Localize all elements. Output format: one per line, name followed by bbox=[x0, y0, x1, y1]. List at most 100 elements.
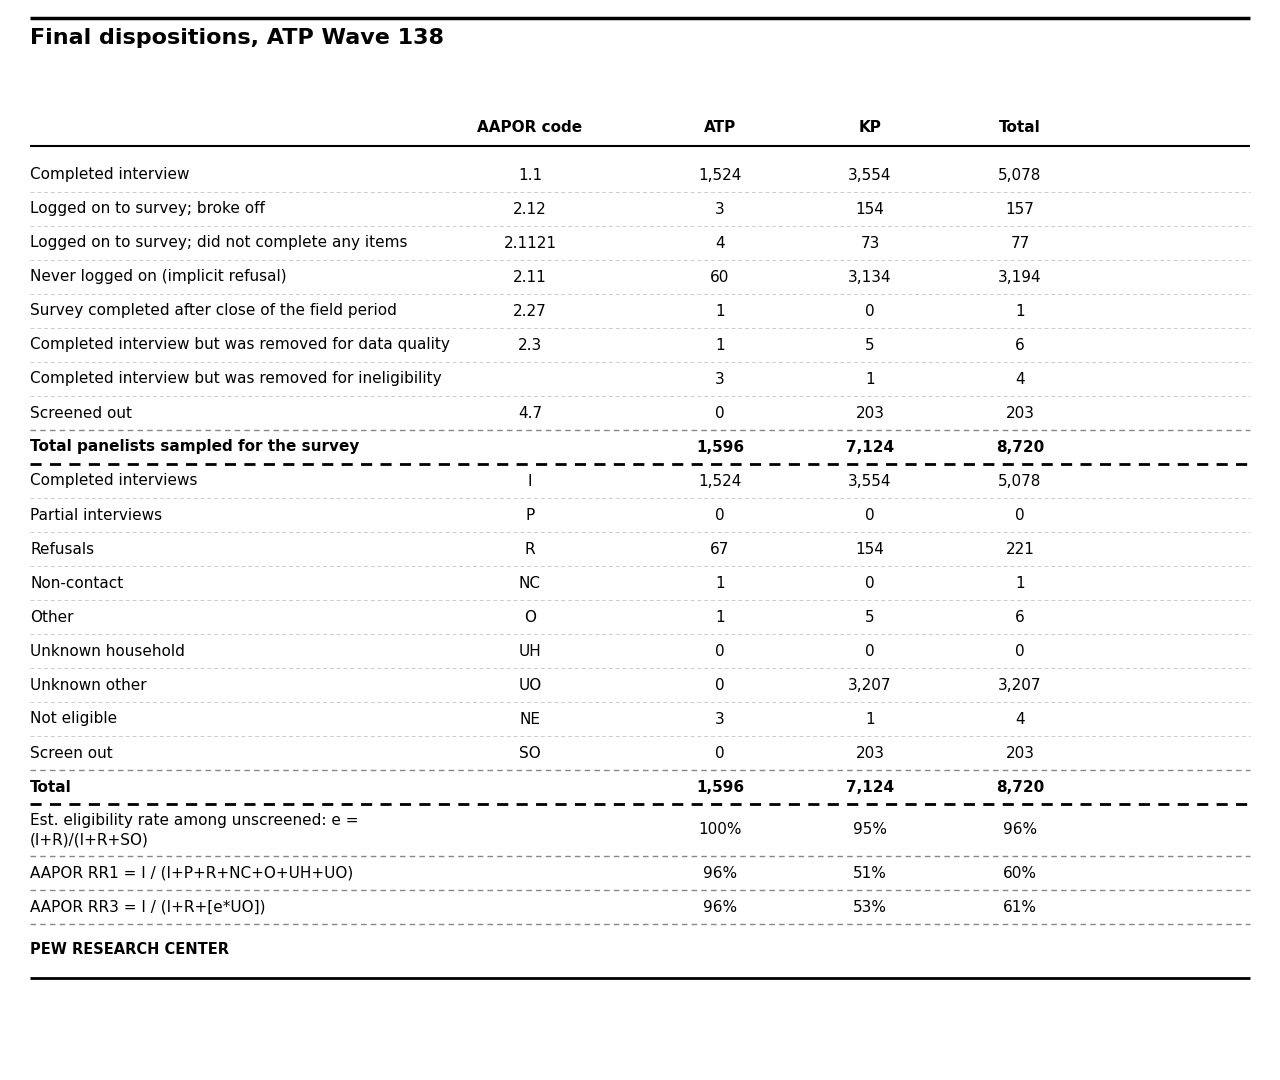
Text: 1: 1 bbox=[716, 303, 724, 319]
Text: Completed interview but was removed for ineligibility: Completed interview but was removed for … bbox=[29, 372, 442, 387]
Text: 3,207: 3,207 bbox=[849, 677, 892, 692]
Text: PEW RESEARCH CENTER: PEW RESEARCH CENTER bbox=[29, 942, 229, 957]
Text: 3,554: 3,554 bbox=[849, 473, 892, 488]
Text: 96%: 96% bbox=[703, 900, 737, 915]
Text: NE: NE bbox=[520, 712, 540, 727]
Text: 100%: 100% bbox=[699, 823, 741, 837]
Text: 3,554: 3,554 bbox=[849, 167, 892, 183]
Text: 1: 1 bbox=[1015, 576, 1025, 591]
Text: I: I bbox=[527, 473, 532, 488]
Text: Completed interviews: Completed interviews bbox=[29, 473, 197, 488]
Text: 0: 0 bbox=[1015, 644, 1025, 659]
Text: KP: KP bbox=[859, 120, 882, 135]
Text: 5,078: 5,078 bbox=[998, 167, 1042, 183]
Text: 1: 1 bbox=[716, 576, 724, 591]
Text: 60%: 60% bbox=[1004, 865, 1037, 880]
Text: 3,134: 3,134 bbox=[849, 270, 892, 284]
Text: 96%: 96% bbox=[703, 865, 737, 880]
Text: 51%: 51% bbox=[852, 865, 887, 880]
Text: ATP: ATP bbox=[704, 120, 736, 135]
Text: AAPOR code: AAPOR code bbox=[477, 120, 582, 135]
Text: Est. eligibility rate among unscreened: e =
(I+R)/(I+R+SO): Est. eligibility rate among unscreened: … bbox=[29, 813, 358, 847]
Text: 1: 1 bbox=[1015, 303, 1025, 319]
Text: Non-contact: Non-contact bbox=[29, 576, 123, 591]
Text: Screen out: Screen out bbox=[29, 745, 113, 760]
Text: Completed interview but was removed for data quality: Completed interview but was removed for … bbox=[29, 337, 449, 352]
Text: 0: 0 bbox=[1015, 508, 1025, 523]
Text: 3,207: 3,207 bbox=[998, 677, 1042, 692]
Text: 0: 0 bbox=[716, 677, 724, 692]
Text: NC: NC bbox=[518, 576, 541, 591]
Text: 1,596: 1,596 bbox=[696, 780, 744, 795]
Text: 53%: 53% bbox=[852, 900, 887, 915]
Text: R: R bbox=[525, 541, 535, 556]
Text: 203: 203 bbox=[855, 745, 884, 760]
Text: UO: UO bbox=[518, 677, 541, 692]
Text: AAPOR RR3 = I / (I+R+[e*UO]): AAPOR RR3 = I / (I+R+[e*UO]) bbox=[29, 900, 265, 915]
Text: 1,524: 1,524 bbox=[699, 473, 741, 488]
Text: Not eligible: Not eligible bbox=[29, 712, 118, 727]
Text: 2.27: 2.27 bbox=[513, 303, 547, 319]
Text: Partial interviews: Partial interviews bbox=[29, 508, 163, 523]
Text: Refusals: Refusals bbox=[29, 541, 95, 556]
Text: 221: 221 bbox=[1006, 541, 1034, 556]
Text: Total: Total bbox=[29, 780, 72, 795]
Text: 6: 6 bbox=[1015, 609, 1025, 624]
Text: 2.11: 2.11 bbox=[513, 270, 547, 284]
Text: 95%: 95% bbox=[852, 823, 887, 837]
Text: 60: 60 bbox=[710, 270, 730, 284]
Text: Survey completed after close of the field period: Survey completed after close of the fiel… bbox=[29, 303, 397, 319]
Text: 0: 0 bbox=[716, 644, 724, 659]
Text: 0: 0 bbox=[865, 576, 874, 591]
Text: 7,124: 7,124 bbox=[846, 780, 893, 795]
Text: 4: 4 bbox=[1015, 372, 1025, 387]
Text: 154: 154 bbox=[855, 541, 884, 556]
Text: 5: 5 bbox=[865, 609, 874, 624]
Text: 7,124: 7,124 bbox=[846, 440, 893, 455]
Text: 4.7: 4.7 bbox=[518, 405, 541, 420]
Text: Total: Total bbox=[1000, 120, 1041, 135]
Text: 203: 203 bbox=[855, 405, 884, 420]
Text: 73: 73 bbox=[860, 235, 879, 251]
Text: 5: 5 bbox=[865, 337, 874, 352]
Text: 0: 0 bbox=[716, 745, 724, 760]
Text: 1: 1 bbox=[865, 372, 874, 387]
Text: 0: 0 bbox=[865, 303, 874, 319]
Text: 6: 6 bbox=[1015, 337, 1025, 352]
Text: Final dispositions, ATP Wave 138: Final dispositions, ATP Wave 138 bbox=[29, 28, 444, 48]
Text: P: P bbox=[525, 508, 535, 523]
Text: 3: 3 bbox=[716, 712, 724, 727]
Text: Screened out: Screened out bbox=[29, 405, 132, 420]
Text: 157: 157 bbox=[1006, 202, 1034, 216]
Text: 1: 1 bbox=[716, 337, 724, 352]
Text: 3: 3 bbox=[716, 202, 724, 216]
Text: 0: 0 bbox=[865, 644, 874, 659]
Text: Logged on to survey; broke off: Logged on to survey; broke off bbox=[29, 202, 265, 216]
Text: 67: 67 bbox=[710, 541, 730, 556]
Text: O: O bbox=[524, 609, 536, 624]
Text: Unknown other: Unknown other bbox=[29, 677, 147, 692]
Text: 203: 203 bbox=[1006, 745, 1034, 760]
Text: 8,720: 8,720 bbox=[996, 780, 1044, 795]
Text: 5,078: 5,078 bbox=[998, 473, 1042, 488]
Text: 1: 1 bbox=[865, 712, 874, 727]
Text: 61%: 61% bbox=[1004, 900, 1037, 915]
Text: 2.3: 2.3 bbox=[518, 337, 543, 352]
Text: 4: 4 bbox=[1015, 712, 1025, 727]
Text: Other: Other bbox=[29, 609, 73, 624]
Text: 0: 0 bbox=[716, 508, 724, 523]
Text: AAPOR RR1 = I / (I+P+R+NC+O+UH+UO): AAPOR RR1 = I / (I+P+R+NC+O+UH+UO) bbox=[29, 865, 353, 880]
Text: Completed interview: Completed interview bbox=[29, 167, 189, 183]
Text: 0: 0 bbox=[865, 508, 874, 523]
Text: 4: 4 bbox=[716, 235, 724, 251]
Text: 96%: 96% bbox=[1004, 823, 1037, 837]
Text: 8,720: 8,720 bbox=[996, 440, 1044, 455]
Text: 77: 77 bbox=[1010, 235, 1029, 251]
Text: Logged on to survey; did not complete any items: Logged on to survey; did not complete an… bbox=[29, 235, 407, 251]
Text: 1,596: 1,596 bbox=[696, 440, 744, 455]
Text: Unknown household: Unknown household bbox=[29, 644, 184, 659]
Text: 2.1121: 2.1121 bbox=[503, 235, 557, 251]
Text: 3: 3 bbox=[716, 372, 724, 387]
Text: SO: SO bbox=[520, 745, 541, 760]
Text: 203: 203 bbox=[1006, 405, 1034, 420]
